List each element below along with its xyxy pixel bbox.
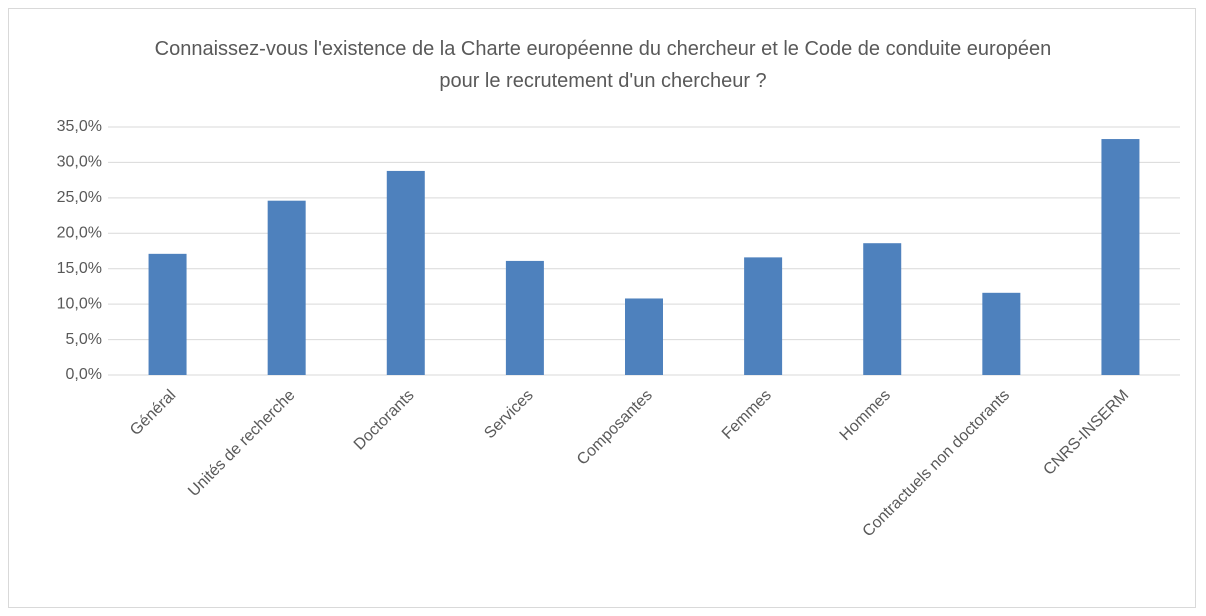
x-tick-label: Général [127,387,179,439]
x-tick-label: Hommes [837,387,894,444]
chart-title: Connaissez-vous l'existence de la Charte… [154,38,1052,92]
x-tick-label: Unités de recherche [185,387,298,500]
x-tick-label: Doctorants [351,387,418,454]
y-tick-label: 35,0% [57,118,102,135]
bar [863,243,902,375]
y-tick-label: 5,0% [66,331,102,348]
y-tick-label: 15,0% [57,260,102,277]
x-tick-label: Services [481,387,536,442]
bar [1101,139,1140,375]
chart-frame [8,8,1196,608]
x-tick-label: Femmes [719,387,775,443]
y-tick-label: 30,0% [57,154,102,171]
bar [148,253,187,375]
bar [386,170,425,375]
y-tick-label: 0,0% [66,366,102,383]
y-tick-label: 20,0% [57,225,102,242]
x-tick-label: CNRS-INSERM [1040,387,1132,479]
x-tick-label: Composantes [574,387,656,469]
y-tick-label: 25,0% [57,189,102,206]
y-tick-label: 10,0% [57,295,102,312]
bar [625,298,663,375]
bar [982,292,1021,375]
bar [505,260,544,375]
bar [267,200,306,375]
bar [744,257,783,375]
